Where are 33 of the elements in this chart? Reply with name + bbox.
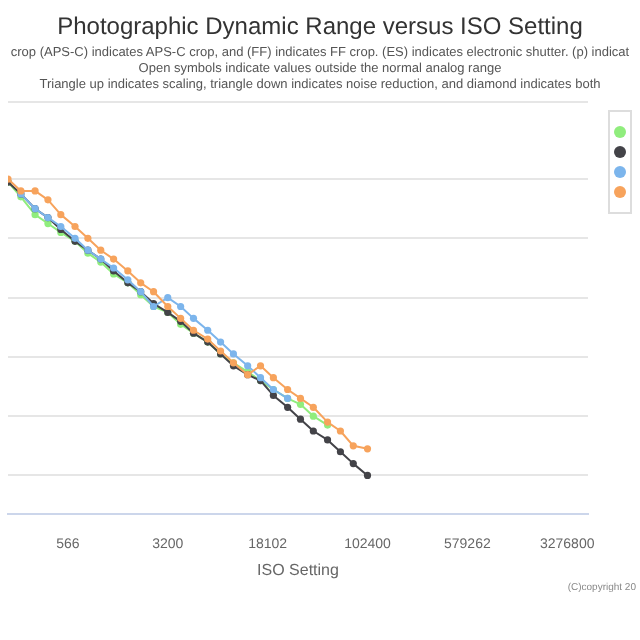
x-axis-title: ISO Setting [257, 560, 339, 579]
point [349, 460, 357, 468]
point [269, 391, 277, 400]
point [363, 445, 372, 453]
point [284, 403, 292, 411]
point [31, 211, 39, 219]
point [296, 394, 305, 402]
point [309, 412, 317, 420]
chart-title: Photographic Dynamic Range versus ISO Setting [55, 10, 585, 40]
point [149, 288, 158, 296]
point [323, 436, 332, 444]
point [336, 427, 345, 435]
point [84, 234, 92, 242]
point [71, 222, 79, 231]
point [336, 448, 345, 456]
point [31, 187, 39, 195]
point [44, 219, 52, 228]
point [124, 267, 132, 275]
point [309, 427, 317, 435]
point [269, 374, 277, 382]
point [284, 385, 292, 394]
point [164, 302, 172, 311]
point [97, 246, 105, 254]
point [57, 211, 65, 219]
point [256, 362, 265, 370]
point [296, 415, 305, 423]
point [110, 255, 118, 263]
point [44, 196, 52, 204]
point [296, 400, 305, 408]
point [309, 403, 317, 411]
point [363, 471, 372, 480]
point [349, 442, 357, 450]
point [137, 279, 145, 287]
